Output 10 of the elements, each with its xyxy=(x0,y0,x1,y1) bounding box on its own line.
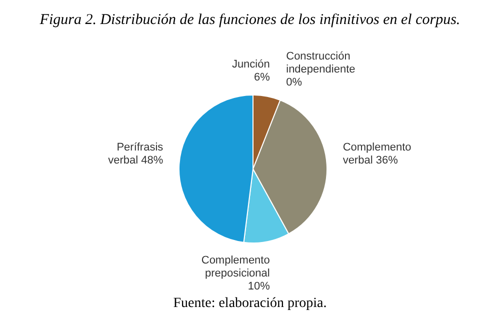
category-label: Construcción independiente xyxy=(286,50,356,76)
data-label: 6% xyxy=(254,72,270,84)
slice-label: Complemento verbal 36% xyxy=(342,141,412,166)
source-note: Fuente: elaboración propia. xyxy=(172,296,328,312)
slice-label: Complemento preposicional xyxy=(201,254,270,280)
text: 0% xyxy=(286,76,302,88)
slice-label: Junción xyxy=(232,58,270,71)
data-label: 10% xyxy=(248,280,270,292)
slice-label: Perífrasis verbal 48% xyxy=(108,141,164,166)
chart-title: Figura 2. Distribución de las funciones de los infinitivos en el corpus. xyxy=(38,11,462,30)
